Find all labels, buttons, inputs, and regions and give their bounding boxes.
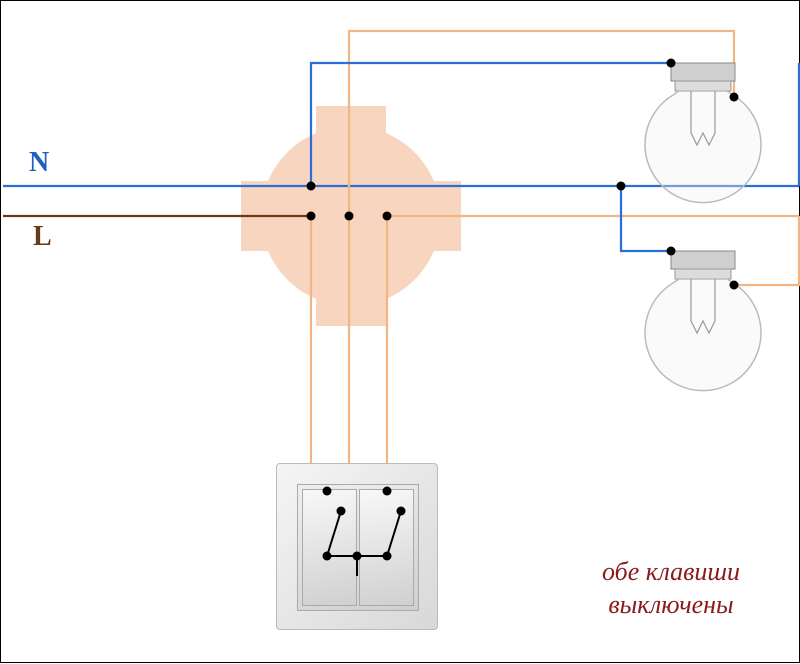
wire-neutral-10 — [621, 186, 671, 251]
lamp-1 — [645, 63, 761, 203]
lamp-base — [671, 251, 735, 269]
lamp-base — [671, 63, 735, 81]
caption-line1: обе клавиши — [561, 556, 781, 589]
line-label: L — [33, 221, 52, 253]
wire-switched-8 — [734, 216, 799, 285]
neutral-label: N — [29, 147, 49, 179]
switch-key-1[interactable] — [302, 489, 357, 606]
caption-line2: выключены — [561, 589, 781, 622]
switch-key-2[interactable] — [359, 489, 414, 606]
wall-switch[interactable] — [276, 463, 438, 630]
caption: обе клавишивыключены — [561, 556, 781, 621]
bulb-glass — [645, 279, 761, 391]
bulb-glass — [645, 91, 761, 203]
lamp-2 — [645, 251, 761, 391]
